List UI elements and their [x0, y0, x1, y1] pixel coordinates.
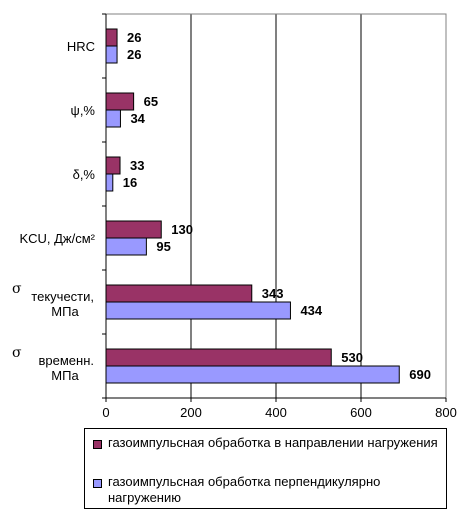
category-label: δ,% — [73, 167, 96, 182]
legend-item-series-1: газоимпульсная обработка в направлении н… — [93, 435, 438, 451]
legend-item-series-2: газоимпульсная обработка перпендикулярно… — [93, 474, 438, 506]
legend-label-series-2: газоимпульсная обработка перпендикулярно… — [108, 474, 381, 505]
category-label: ψ,% — [71, 103, 96, 118]
bar-series-1 — [105, 92, 135, 111]
x-tick-label: 400 — [265, 405, 287, 420]
x-tick-label: 200 — [180, 405, 202, 420]
data-label: 26 — [127, 30, 141, 45]
legend-swatch-series-2 — [93, 479, 102, 488]
bar-series-2 — [105, 365, 400, 384]
x-tick-label: 800 — [435, 405, 457, 420]
x-tick-label: 0 — [102, 405, 109, 420]
bar-series-1 — [105, 284, 253, 303]
data-label: 130 — [171, 222, 193, 237]
data-label: 26 — [127, 47, 141, 62]
data-label: 690 — [409, 367, 431, 382]
sigma-symbol: σ — [12, 281, 22, 297]
bar-series-1 — [105, 348, 332, 367]
data-label: 33 — [130, 158, 144, 173]
data-label: 95 — [156, 239, 170, 254]
bar-series-1 — [105, 220, 162, 239]
x-tick-label: 600 — [350, 405, 372, 420]
category-label-text: ψ,% — [71, 103, 96, 118]
bar-series-1 — [105, 28, 118, 47]
category-label-text: KCU, Дж/см² — [19, 231, 95, 246]
bar-series-2 — [105, 237, 147, 256]
bar-series-2 — [105, 301, 291, 320]
bar-series-2 — [105, 45, 118, 64]
category-label-text: МПа — [51, 304, 79, 319]
category-label: KCU, Дж/см² — [19, 231, 95, 246]
category-label: HRC — [67, 39, 95, 54]
legend-label-series-1: газоимпульсная обработка в направлении н… — [108, 435, 438, 450]
data-label: 65 — [144, 94, 158, 109]
category-label-text: HRC — [67, 39, 95, 54]
sigma-symbol: σ — [12, 345, 22, 361]
data-label: 530 — [341, 350, 363, 365]
category-label: σ временн.МПа — [12, 345, 94, 383]
legend: газоимпульсная обработка в направлении н… — [84, 428, 447, 509]
data-label: 34 — [130, 111, 145, 126]
category-label-text: δ,% — [73, 167, 96, 182]
data-label: 16 — [123, 175, 137, 190]
data-label: 434 — [300, 303, 322, 318]
category-label-text: текучести, — [31, 289, 94, 304]
bar-series-2 — [105, 109, 121, 128]
legend-swatch-series-1 — [93, 440, 102, 449]
category-label-text: МПа — [51, 368, 79, 383]
bar-series-1 — [105, 156, 121, 175]
data-label: 343 — [262, 286, 284, 301]
category-label-text: временн. — [38, 353, 94, 368]
category-label: σ текучести,МПа — [12, 281, 94, 319]
bar-series-2 — [105, 173, 114, 192]
